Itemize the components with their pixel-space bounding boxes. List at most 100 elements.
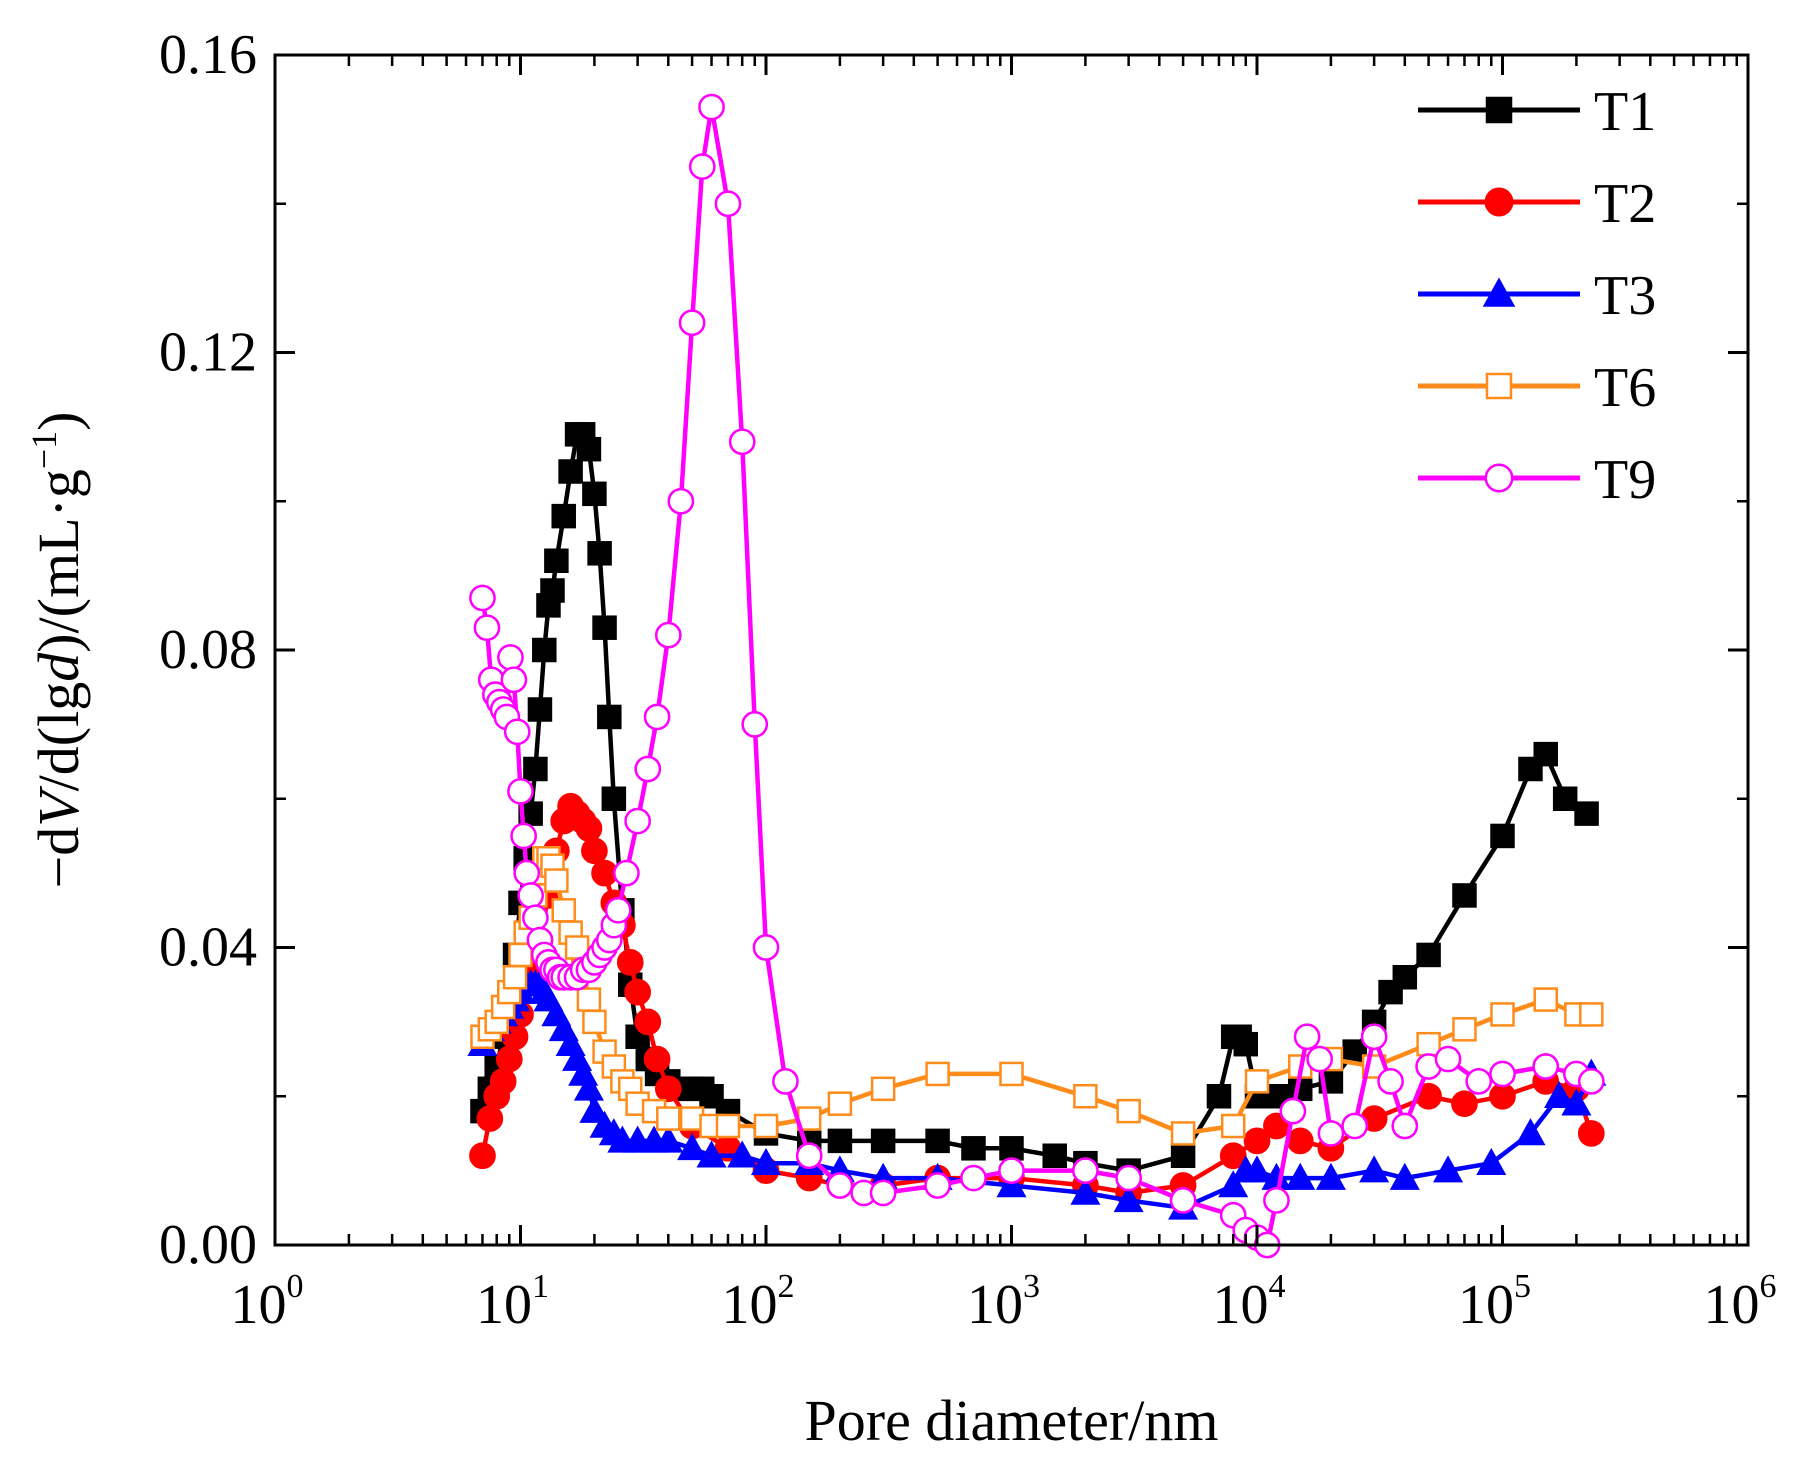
data-point-t3 — [573, 1073, 604, 1101]
data-point-t9 — [1577, 1068, 1605, 1095]
data-point-t3 — [1113, 1185, 1144, 1213]
data-point-t3 — [1433, 1155, 1464, 1183]
legend-item-t2: T2 — [1418, 173, 1656, 235]
data-point-t1 — [582, 481, 607, 507]
data-point-t6 — [1533, 987, 1558, 1012]
y-label-v: V — [26, 785, 91, 827]
data-point-t6 — [551, 898, 576, 923]
legend: T1 T2 T3 T6 T9 — [1418, 81, 1656, 511]
y-label-exp: −1 — [24, 431, 64, 469]
x-tick-label: 100 — [231, 1268, 304, 1336]
data-point-t1 — [925, 1128, 950, 1154]
legend-item-t6: T6 — [1418, 357, 1656, 419]
data-point-t2 — [1219, 1142, 1247, 1170]
data-point-t3 — [677, 1133, 708, 1161]
data-point-t2 — [1577, 1120, 1605, 1147]
x-tick-exp: 0 — [287, 1268, 304, 1305]
data-point-t9 — [960, 1164, 987, 1192]
data-point-t6 — [1116, 1098, 1141, 1124]
data-point-t1 — [999, 1136, 1024, 1161]
data-point-t9 — [522, 904, 549, 932]
x-tick-base: 10 — [1704, 1274, 1760, 1336]
data-point-t6 — [1416, 1031, 1441, 1057]
data-point-t1 — [1452, 883, 1477, 908]
data-point-t1 — [961, 1136, 986, 1161]
data-point-t9 — [473, 614, 501, 642]
data-point-t1 — [523, 756, 548, 782]
x-tick-label: 102 — [722, 1268, 795, 1336]
legend-item-t1: T1 — [1418, 81, 1656, 143]
data-point-t9 — [497, 644, 524, 671]
series-t9 — [469, 93, 1605, 1259]
data-point-t1 — [1042, 1143, 1067, 1168]
data-point-t9 — [503, 718, 531, 746]
data-point-t2 — [1489, 1082, 1516, 1110]
data-point-t1 — [1170, 1143, 1196, 1168]
data-point-t1 — [544, 548, 569, 573]
data-point-t1 — [597, 704, 622, 730]
data-point-t3 — [727, 1140, 758, 1168]
data-point-t2 — [616, 949, 644, 976]
data-point-t9 — [1263, 1187, 1290, 1214]
data-point-t9 — [1377, 1068, 1404, 1095]
data-point-t1 — [540, 578, 565, 603]
data-point-t6 — [1244, 1069, 1270, 1094]
series-layer — [467, 93, 1607, 1259]
y-label-units: )/(mL·g — [26, 469, 91, 653]
data-point-t9 — [507, 777, 534, 805]
data-point-t6 — [1490, 1002, 1515, 1027]
x-tick-exp: 3 — [1023, 1268, 1040, 1305]
data-point-t2 — [624, 978, 651, 1006]
data-point-t1 — [527, 697, 553, 722]
y-tick-label: 0.16 — [159, 24, 257, 86]
data-point-t3 — [1315, 1162, 1346, 1190]
data-point-t9 — [728, 428, 756, 456]
legend-label: T3 — [1594, 265, 1656, 327]
data-point-t1 — [870, 1128, 896, 1154]
data-point-t9 — [741, 711, 769, 738]
data-point-t9 — [1465, 1068, 1493, 1095]
legend-marker — [1485, 372, 1513, 400]
data-point-t9 — [1489, 1060, 1516, 1088]
legend-label: T6 — [1594, 357, 1656, 419]
data-point-t3 — [696, 1140, 727, 1168]
series-t3 — [467, 969, 1607, 1220]
x-tick-label: 105 — [1458, 1268, 1531, 1336]
data-point-t9 — [869, 1179, 897, 1207]
data-point-t9 — [698, 93, 725, 121]
x-axis-label: Pore diameter/nm — [805, 1388, 1219, 1453]
data-point-t9 — [604, 896, 632, 924]
data-point-t3 — [653, 1125, 684, 1153]
x-tick-label: 101 — [476, 1268, 549, 1336]
data-point-t1 — [1392, 965, 1418, 990]
x-tick-base: 10 — [967, 1274, 1023, 1336]
data-point-t9 — [469, 584, 496, 612]
legend-item-t3: T3 — [1418, 265, 1656, 327]
legend-label: T9 — [1594, 449, 1656, 511]
x-tick-label: 106 — [1704, 1268, 1777, 1336]
data-point-t6 — [1170, 1121, 1196, 1146]
data-point-t1 — [1490, 823, 1515, 849]
data-point-t1 — [576, 436, 602, 462]
data-point-t9 — [1169, 1187, 1197, 1214]
y-label-dd: d — [26, 652, 91, 682]
data-point-t2 — [654, 1075, 682, 1103]
y-axis-label: −dV/d(lgd)/(mL·g−1) — [24, 412, 91, 889]
ticks-layer: 100 101 102 103 104 105 1060.000.040.080.120.1… — [159, 24, 1777, 1336]
data-point-t2 — [1286, 1127, 1314, 1155]
data-point-t9 — [667, 487, 695, 515]
data-point-t1 — [1206, 1084, 1232, 1109]
y-label-d: d — [26, 827, 91, 856]
data-point-t2 — [476, 1105, 504, 1132]
data-point-t9 — [1391, 1112, 1419, 1140]
data-point-t9 — [1317, 1120, 1345, 1147]
data-point-t3 — [1476, 1147, 1507, 1175]
x-tick-exp: 5 — [1514, 1268, 1531, 1305]
y-label-close: ) — [26, 412, 91, 431]
data-point-t1 — [592, 615, 617, 640]
data-point-t1 — [1416, 942, 1441, 968]
data-point-t3 — [1389, 1162, 1420, 1190]
x-tick-exp: 4 — [1269, 1268, 1286, 1305]
y-label-minus: − — [26, 856, 91, 889]
